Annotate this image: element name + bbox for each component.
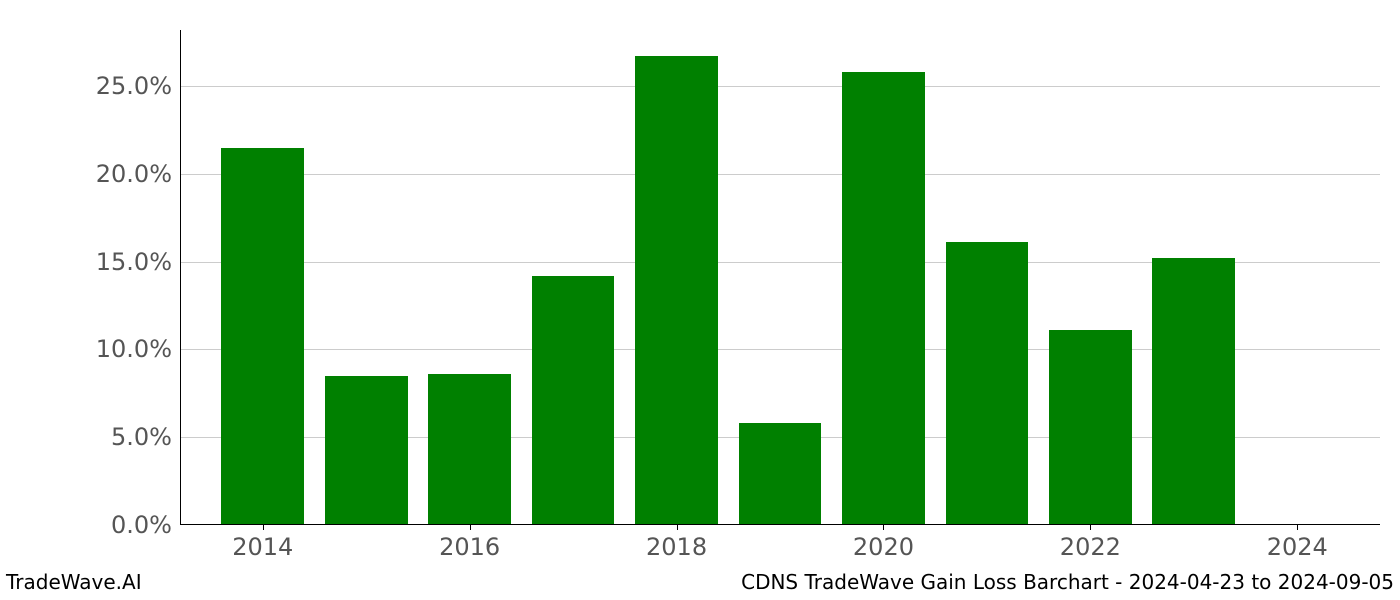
y-axis-line [180,30,181,525]
bar [532,276,615,525]
y-tick-label: 5.0% [111,423,180,451]
bar [221,148,304,525]
bar [428,374,511,525]
bar [842,72,925,525]
bar [325,376,408,525]
y-tick-label: 25.0% [96,72,180,100]
x-tick-label: 2024 [1267,525,1328,561]
x-tick-label: 2016 [439,525,500,561]
gridline [180,86,1380,87]
gridline [180,174,1380,175]
y-tick-label: 20.0% [96,160,180,188]
x-tick-label: 2018 [646,525,707,561]
x-tick-label: 2022 [1060,525,1121,561]
bar [739,423,822,525]
y-tick-label: 10.0% [96,335,180,363]
y-tick-label: 0.0% [111,511,180,539]
y-tick-label: 15.0% [96,248,180,276]
plot-area: 0.0%5.0%10.0%15.0%20.0%25.0% 20142016201… [180,30,1380,525]
bar [635,56,718,525]
bar [946,242,1029,525]
footer-right-label: CDNS TradeWave Gain Loss Barchart - 2024… [741,570,1394,594]
bar [1049,330,1132,525]
x-tick-label: 2014 [232,525,293,561]
x-tick-label: 2020 [853,525,914,561]
x-axis-line [180,524,1380,525]
bar [1152,258,1235,525]
gain-loss-barchart: 0.0% 5.0% 10.0% 15.0% 20.0% 25.0% 2014 2016 201… [0,0,1400,600]
footer-left-label: TradeWave.AI [6,570,142,594]
